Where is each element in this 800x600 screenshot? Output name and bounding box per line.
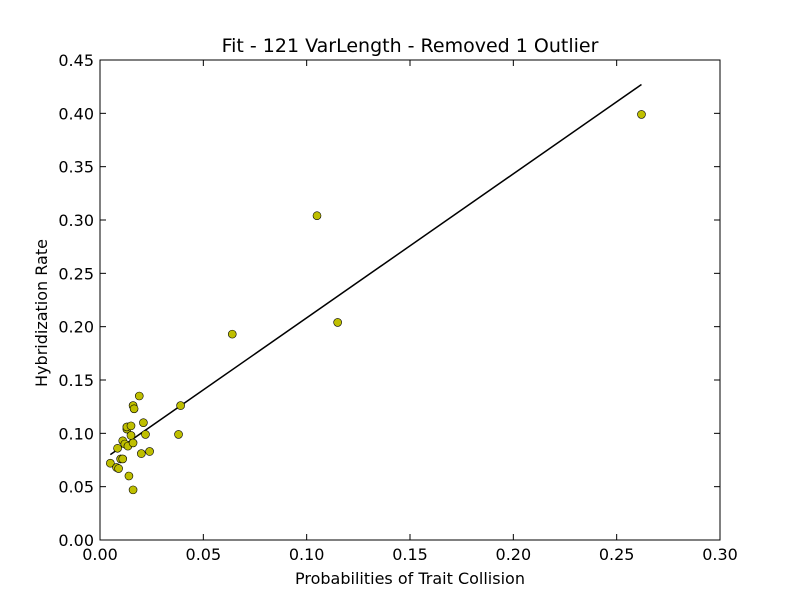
data-point — [312, 211, 322, 221]
data-point — [114, 464, 123, 473]
x-tick-label: 0.00 — [82, 545, 118, 564]
x-tick-label: 0.05 — [186, 545, 222, 564]
x-tick-label: 0.30 — [702, 545, 738, 564]
data-point — [106, 458, 115, 468]
data-point — [129, 404, 139, 414]
data-point — [128, 485, 138, 495]
y-tick-label: 0.40 — [58, 104, 94, 123]
data-point — [128, 438, 138, 448]
data-point — [637, 110, 646, 119]
data-point — [139, 418, 148, 427]
data-point — [124, 471, 134, 481]
x-tick-label: 0.10 — [289, 545, 325, 564]
data-point — [113, 443, 122, 453]
x-axis-label: Probabilities of Trait Collision — [295, 569, 525, 588]
plot-frame — [99, 59, 721, 541]
data-point — [126, 431, 136, 440]
y-tick-label: 0.30 — [58, 211, 94, 230]
data-point — [141, 430, 150, 439]
y-tick-label: 0.25 — [58, 264, 94, 283]
data-point — [126, 421, 136, 431]
chart-title: Fit - 121 VarLength - Removed 1 Outlier — [222, 35, 599, 57]
x-tick-label: 0.20 — [496, 545, 532, 564]
data-point — [227, 329, 237, 339]
y-tick-label: 0.05 — [58, 478, 94, 497]
y-tick-label: 0.35 — [58, 158, 94, 177]
y-tick-label: 0.00 — [58, 531, 94, 550]
y-tick-label: 0.20 — [58, 318, 94, 337]
y-axis-label: Hybridization Rate — [32, 239, 51, 387]
y-tick-label: 0.10 — [58, 424, 94, 443]
x-tick-label: 0.25 — [599, 545, 635, 564]
data-point — [137, 449, 146, 458]
data-point — [118, 454, 128, 464]
fit-line — [109, 83, 642, 456]
data-point — [176, 401, 185, 410]
y-tick-label: 0.15 — [58, 371, 94, 390]
data-point — [174, 430, 183, 439]
data-point — [134, 391, 144, 401]
x-tick-label: 0.15 — [392, 545, 428, 564]
data-point — [333, 318, 342, 327]
y-tick-label: 0.45 — [58, 51, 94, 70]
data-point — [145, 447, 154, 456]
